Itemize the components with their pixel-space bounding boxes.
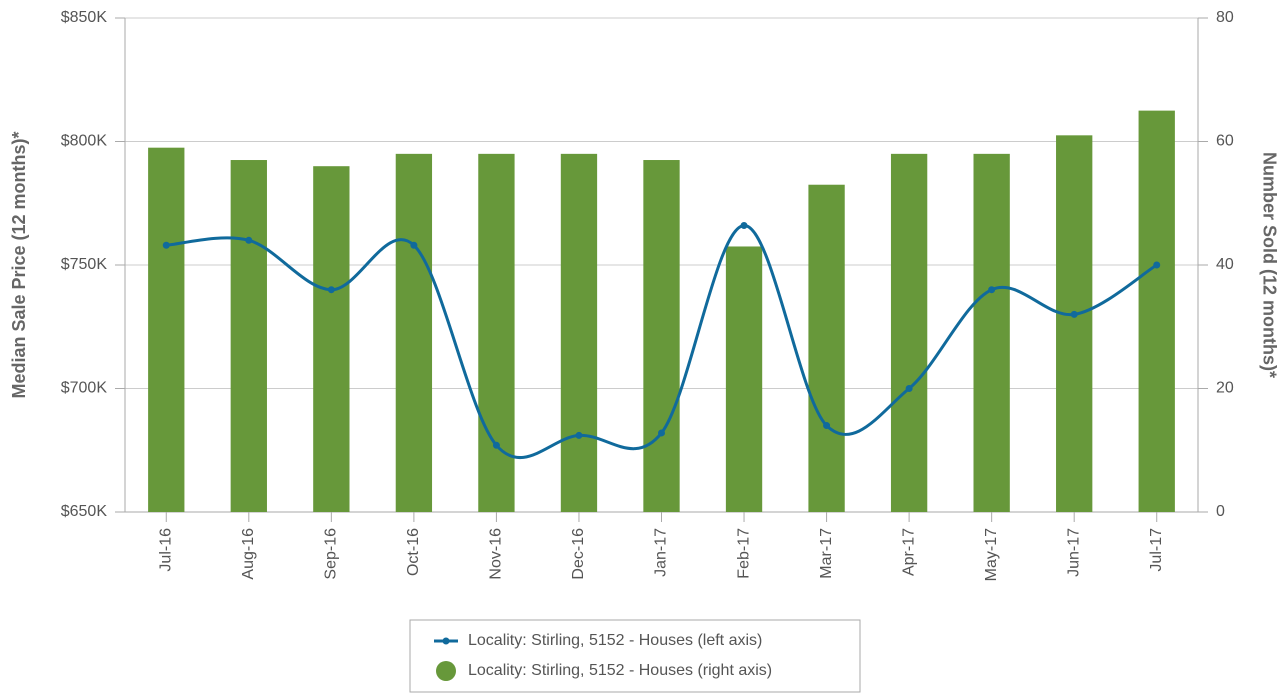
legend-symbol: [436, 661, 456, 681]
x-tick-label: Mar-17: [818, 528, 835, 579]
bar: [1138, 110, 1175, 512]
bar: [560, 153, 598, 512]
point: [327, 286, 335, 294]
y-tick-label: $750K: [61, 256, 108, 273]
point: [905, 385, 913, 392]
y2-tick-label: 80: [1216, 9, 1234, 26]
bar: [230, 160, 267, 512]
legend-box: [409, 619, 861, 693]
point: [410, 241, 418, 249]
point: [162, 241, 170, 249]
bar: [148, 147, 185, 513]
y2-tick-label: 60: [1216, 133, 1234, 150]
x-tick-label: Nov-16: [488, 528, 505, 580]
legend-label: Locality: Stirling, 5152 - Houses (right…: [468, 662, 772, 679]
x-tick-label: Aug-16: [240, 528, 257, 580]
point: [575, 431, 583, 439]
line: [166, 223, 1158, 460]
bar: [973, 153, 1010, 512]
y2-tick-label: 20: [1216, 380, 1234, 397]
bar: [395, 153, 433, 512]
point: [988, 286, 996, 294]
x-tick-label: Jul-17: [1148, 528, 1165, 572]
point: [245, 236, 253, 244]
legend-label: Locality: Stirling, 5152 - Houses (left …: [468, 632, 762, 649]
point: [823, 422, 831, 430]
x-tick-label: Jul-16: [157, 528, 174, 572]
bar: [725, 246, 763, 512]
x-tick-label: Dec-16: [570, 528, 587, 580]
x-tick-label: Oct-16: [405, 528, 422, 576]
bar: [478, 153, 515, 512]
y-tick-label: $650K: [61, 503, 108, 520]
y-tick-label: $800K: [61, 133, 108, 150]
bar: [643, 160, 680, 512]
x-tick-label: May-17: [983, 528, 1000, 581]
x-tick-label: Jan-17: [653, 528, 670, 577]
y-tick-label: $700K: [61, 380, 108, 397]
x-tick-label: Apr-17: [900, 528, 917, 576]
point: [1070, 310, 1078, 318]
x-tick-label: Sep-16: [323, 528, 340, 580]
bar: [1056, 135, 1093, 512]
x-tick-label: Feb-17: [735, 528, 752, 579]
y-axis-title: Median Sale Price (12 months)*: [9, 131, 29, 398]
bar: [313, 166, 350, 512]
x-tick-label: Jun-17: [1065, 528, 1082, 577]
bar: [808, 184, 845, 512]
bar: [890, 153, 928, 512]
point: [1153, 261, 1161, 269]
y2-axis-title: Number Sold (12 months)*: [1259, 152, 1279, 378]
point: [740, 221, 748, 229]
y2-tick-label: 0: [1216, 503, 1225, 520]
y2-tick-label: 40: [1216, 256, 1234, 273]
point: [658, 429, 665, 437]
point: [492, 441, 500, 449]
legend-symbol: [442, 637, 450, 645]
y-tick-label: $850K: [61, 9, 108, 26]
